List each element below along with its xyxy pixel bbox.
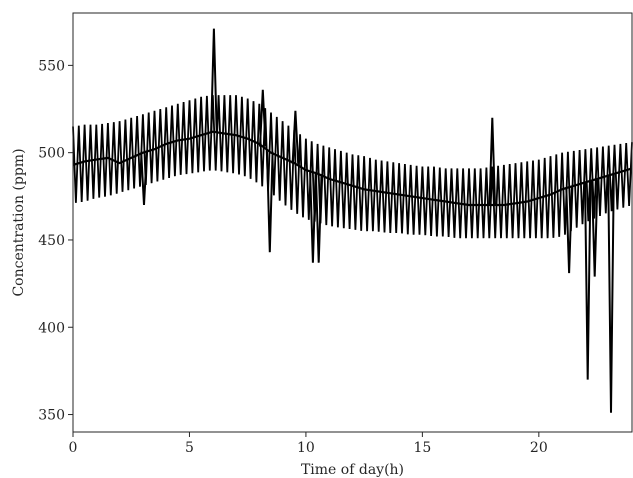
spike-8 bbox=[565, 187, 573, 274]
spike-0 bbox=[140, 152, 148, 206]
series-line bbox=[72, 130, 633, 207]
oscillation-envelope bbox=[72, 95, 633, 239]
spike-7 bbox=[488, 117, 496, 206]
plot-marks bbox=[72, 28, 633, 413]
spike-3 bbox=[266, 151, 274, 253]
spike-4 bbox=[291, 110, 300, 164]
spike-2 bbox=[259, 89, 267, 147]
plot-frame bbox=[72, 12, 633, 433]
spike-5 bbox=[309, 172, 317, 263]
x-tick-label: 20 bbox=[530, 440, 548, 456]
y-axis-label: Concentration (ppm) bbox=[11, 148, 27, 296]
x-tick-label: 10 bbox=[297, 440, 315, 456]
x-tick-label: 0 bbox=[69, 440, 78, 456]
spike-9 bbox=[584, 181, 592, 380]
spike-1 bbox=[210, 28, 218, 132]
spike-10 bbox=[590, 179, 599, 277]
x-tick-label: 15 bbox=[413, 440, 431, 456]
spike-6 bbox=[314, 174, 323, 263]
y-tick-label: 550 bbox=[38, 58, 65, 74]
x-tick-label: 5 bbox=[185, 440, 194, 456]
y-tick-label: 450 bbox=[38, 233, 65, 249]
x-axis-ticks: 0 5 10 15 20 bbox=[69, 432, 548, 456]
spike-11 bbox=[607, 174, 615, 413]
y-tick-label: 400 bbox=[38, 320, 65, 336]
y-tick-label: 500 bbox=[38, 146, 65, 162]
y-tick-label: 350 bbox=[38, 408, 65, 424]
x-axis-label: Time of day(h) bbox=[301, 462, 404, 478]
y-axis-ticks: 350 400 450 500 550 bbox=[38, 58, 73, 424]
